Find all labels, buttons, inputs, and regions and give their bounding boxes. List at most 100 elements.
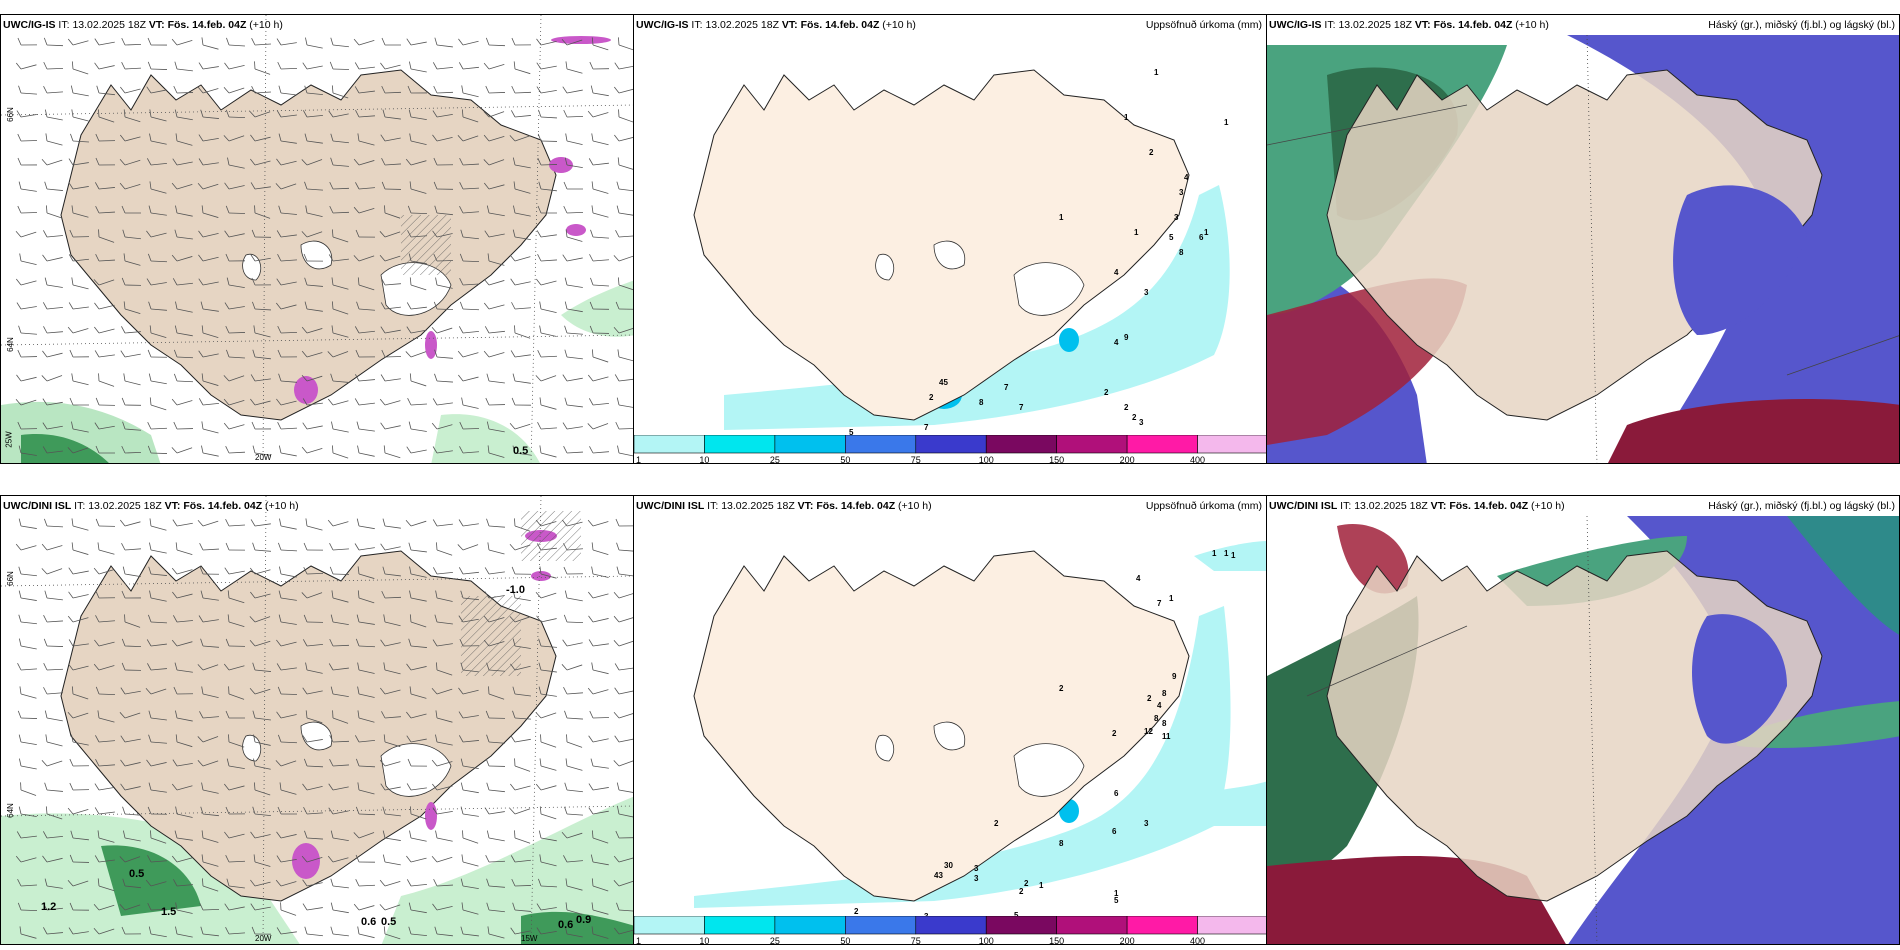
wind-barb-flag [43, 615, 48, 623]
wind-barb [150, 282, 167, 286]
wind-barb-flag [276, 158, 282, 166]
wind-barb-flag [613, 640, 620, 647]
wind-barb [384, 400, 401, 406]
wind-barb-flag [198, 615, 204, 623]
wind-barb-flag [588, 807, 594, 815]
wind-barb-flag [408, 109, 412, 118]
wind-value-label: 0.5 [513, 445, 529, 457]
wind-barb-flag [483, 62, 490, 70]
wind-barb-flag [537, 422, 542, 430]
wind-barb-flag [305, 518, 308, 527]
wind-barb-flag [564, 926, 568, 935]
wind-barb [540, 234, 557, 238]
wind-barb-flag [301, 855, 308, 863]
wind-barb [592, 787, 609, 791]
wind-barb-flag [175, 542, 178, 551]
wind-barb [332, 92, 349, 99]
wind-barb-flag [536, 927, 542, 935]
wind-barb [540, 592, 557, 599]
wind-barb-flag [461, 109, 464, 118]
wind-barb-flag [408, 902, 412, 911]
wind-barb [358, 905, 375, 911]
wind-barb-flag [71, 61, 74, 70]
wind-barb-flag [380, 326, 386, 334]
wind-barb [176, 569, 193, 575]
wind-barb-flag [17, 710, 22, 719]
wind-barb [98, 304, 115, 310]
wind-barb-flag [41, 568, 48, 575]
wind-barb-flag [172, 519, 178, 527]
wind-barb [358, 693, 375, 698]
wind-barb [124, 762, 141, 767]
precip-value: 2 [994, 819, 999, 828]
wind-barb-flag [224, 783, 230, 791]
wind-barb-flag [537, 349, 542, 358]
wind-barb [592, 140, 609, 146]
wind-barb-flag [354, 62, 360, 70]
wind-barb-flag [564, 397, 568, 406]
wind-barb-flag [563, 446, 568, 454]
wind-barb-flag [148, 614, 152, 623]
wind-barb-flag [122, 806, 126, 815]
wind-barb-flag [225, 109, 230, 118]
wind-barb-flag [302, 110, 308, 118]
wind-barb [410, 284, 427, 291]
wind-barb [202, 520, 219, 527]
wind-barb [514, 597, 531, 602]
wind-barb-flag [17, 133, 22, 142]
wind-barb [462, 740, 479, 743]
wind-barb [566, 89, 583, 94]
wind-barb-flag [174, 830, 178, 839]
wind-barb [306, 65, 323, 70]
wind-barb [514, 693, 531, 697]
wind-barb [176, 332, 193, 337]
legend-swatch [915, 916, 987, 935]
wind-barb-flag [71, 277, 74, 286]
wind-barb-flag [381, 278, 386, 286]
wind-barb-flag [408, 421, 412, 430]
wind-barb-flag [380, 687, 386, 695]
wind-barb [176, 380, 194, 383]
wind-barb [592, 162, 609, 166]
wind-barb-flag [590, 854, 594, 863]
precip-value: 9 [1124, 333, 1129, 342]
wind-barb [384, 116, 401, 120]
wind-barb-flag [41, 760, 48, 767]
wind-barb-flag [564, 157, 568, 166]
wind-barb [150, 140, 167, 145]
wind-barb-flag [68, 567, 74, 575]
wind-barb-flag [42, 422, 48, 430]
wind-barb [72, 284, 89, 290]
wind-barb [436, 91, 454, 94]
wind-barb-flag [433, 157, 438, 166]
wind-barb [150, 525, 167, 531]
wind-barb [462, 715, 479, 719]
wind-barb [228, 665, 245, 671]
wind-barb-flag [147, 37, 152, 46]
wind-barb [306, 212, 323, 218]
wind-barb-flag [44, 710, 48, 719]
wind-barb-flag [329, 181, 334, 190]
wind-barb [280, 281, 297, 286]
wind-barb-flag [175, 133, 178, 142]
wind-barb-flag [383, 614, 386, 623]
wind-barb-flag [353, 38, 360, 46]
wind-barb-flag [145, 879, 152, 887]
wind-barb-flag [483, 159, 490, 166]
wind-barb-flag [563, 566, 568, 575]
wind-barb [462, 163, 479, 166]
wind-barb-flag [514, 325, 516, 334]
wind-barb-flag [613, 255, 620, 262]
wind-barb-flag [561, 831, 568, 839]
wind-barb-flag [564, 277, 568, 286]
wind-barb [46, 91, 63, 94]
wind-barb [488, 184, 505, 190]
wind-barb-flag [146, 639, 152, 647]
wind-barb [228, 860, 246, 863]
wind-barb [202, 212, 219, 218]
wind-barb-flag [383, 662, 386, 671]
wind-barb-flag [146, 230, 152, 238]
precip-value: 1 [1114, 889, 1119, 898]
wind-barb [410, 329, 427, 334]
wind-barb [514, 717, 531, 720]
